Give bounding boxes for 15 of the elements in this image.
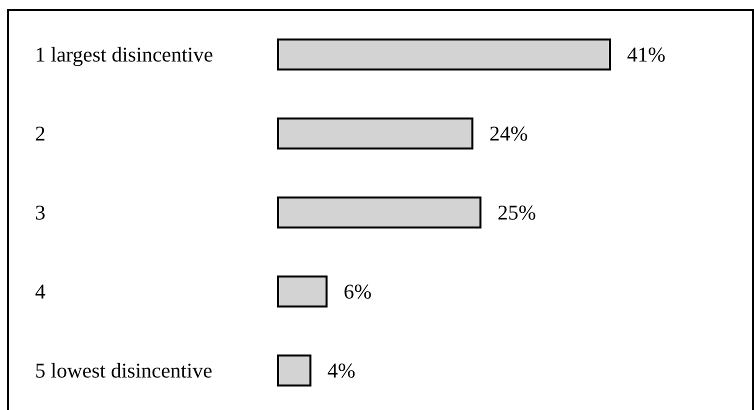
data-label: 25%	[497, 200, 536, 224]
data-label: 41%	[627, 42, 666, 66]
bar	[277, 196, 482, 228]
y-tick-label: 1 largest disincentive	[35, 42, 214, 66]
data-label: 4%	[327, 358, 356, 382]
y-tick-label: 2	[35, 122, 46, 146]
data-label: 24%	[489, 122, 528, 146]
bar	[277, 276, 328, 308]
data-label: 6%	[344, 280, 372, 304]
bar	[277, 118, 474, 150]
y-tick-label: 3	[35, 200, 46, 224]
y-tick-label: 4	[35, 280, 46, 304]
bar	[277, 38, 611, 70]
y-tick-label: 5 lowest disincentive	[35, 358, 212, 382]
bar	[277, 354, 312, 386]
